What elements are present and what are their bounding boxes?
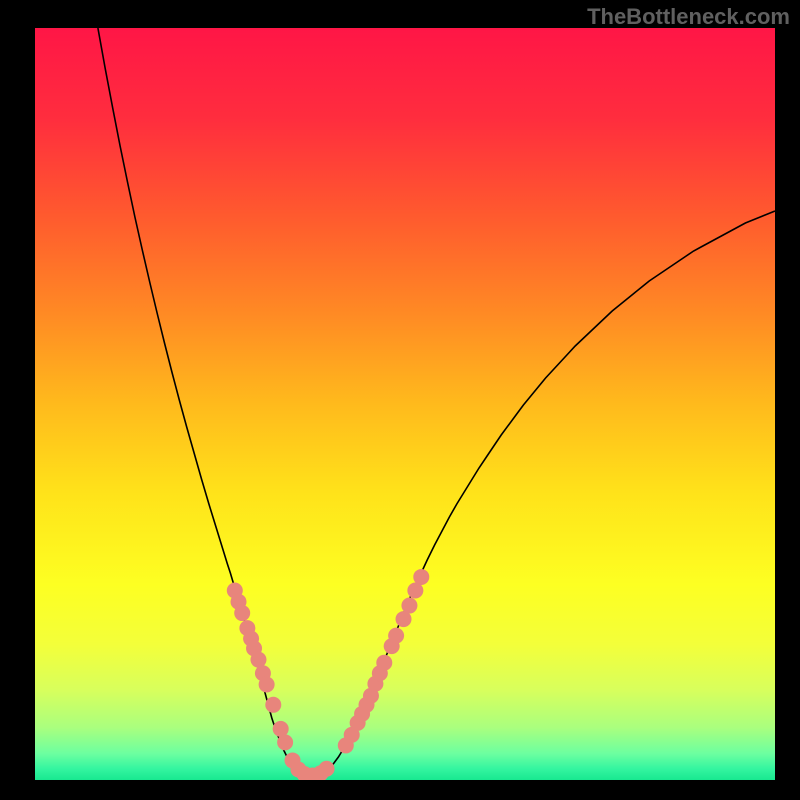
marker-dot	[250, 652, 266, 668]
watermark-text: TheBottleneck.com	[587, 4, 790, 30]
marker-dot	[388, 628, 404, 644]
marker-dot	[265, 697, 281, 713]
marker-dot	[413, 569, 429, 585]
marker-dot	[319, 761, 335, 777]
marker-dot	[234, 605, 250, 621]
marker-dot	[401, 598, 417, 614]
bottleneck-curve	[98, 28, 775, 776]
marker-dot	[277, 734, 293, 750]
chart-overlay	[35, 28, 775, 780]
marker-dot	[376, 655, 392, 671]
markers-group	[227, 569, 429, 780]
marker-dot	[259, 677, 275, 693]
marker-dot	[273, 721, 289, 737]
plot-area	[35, 28, 775, 780]
